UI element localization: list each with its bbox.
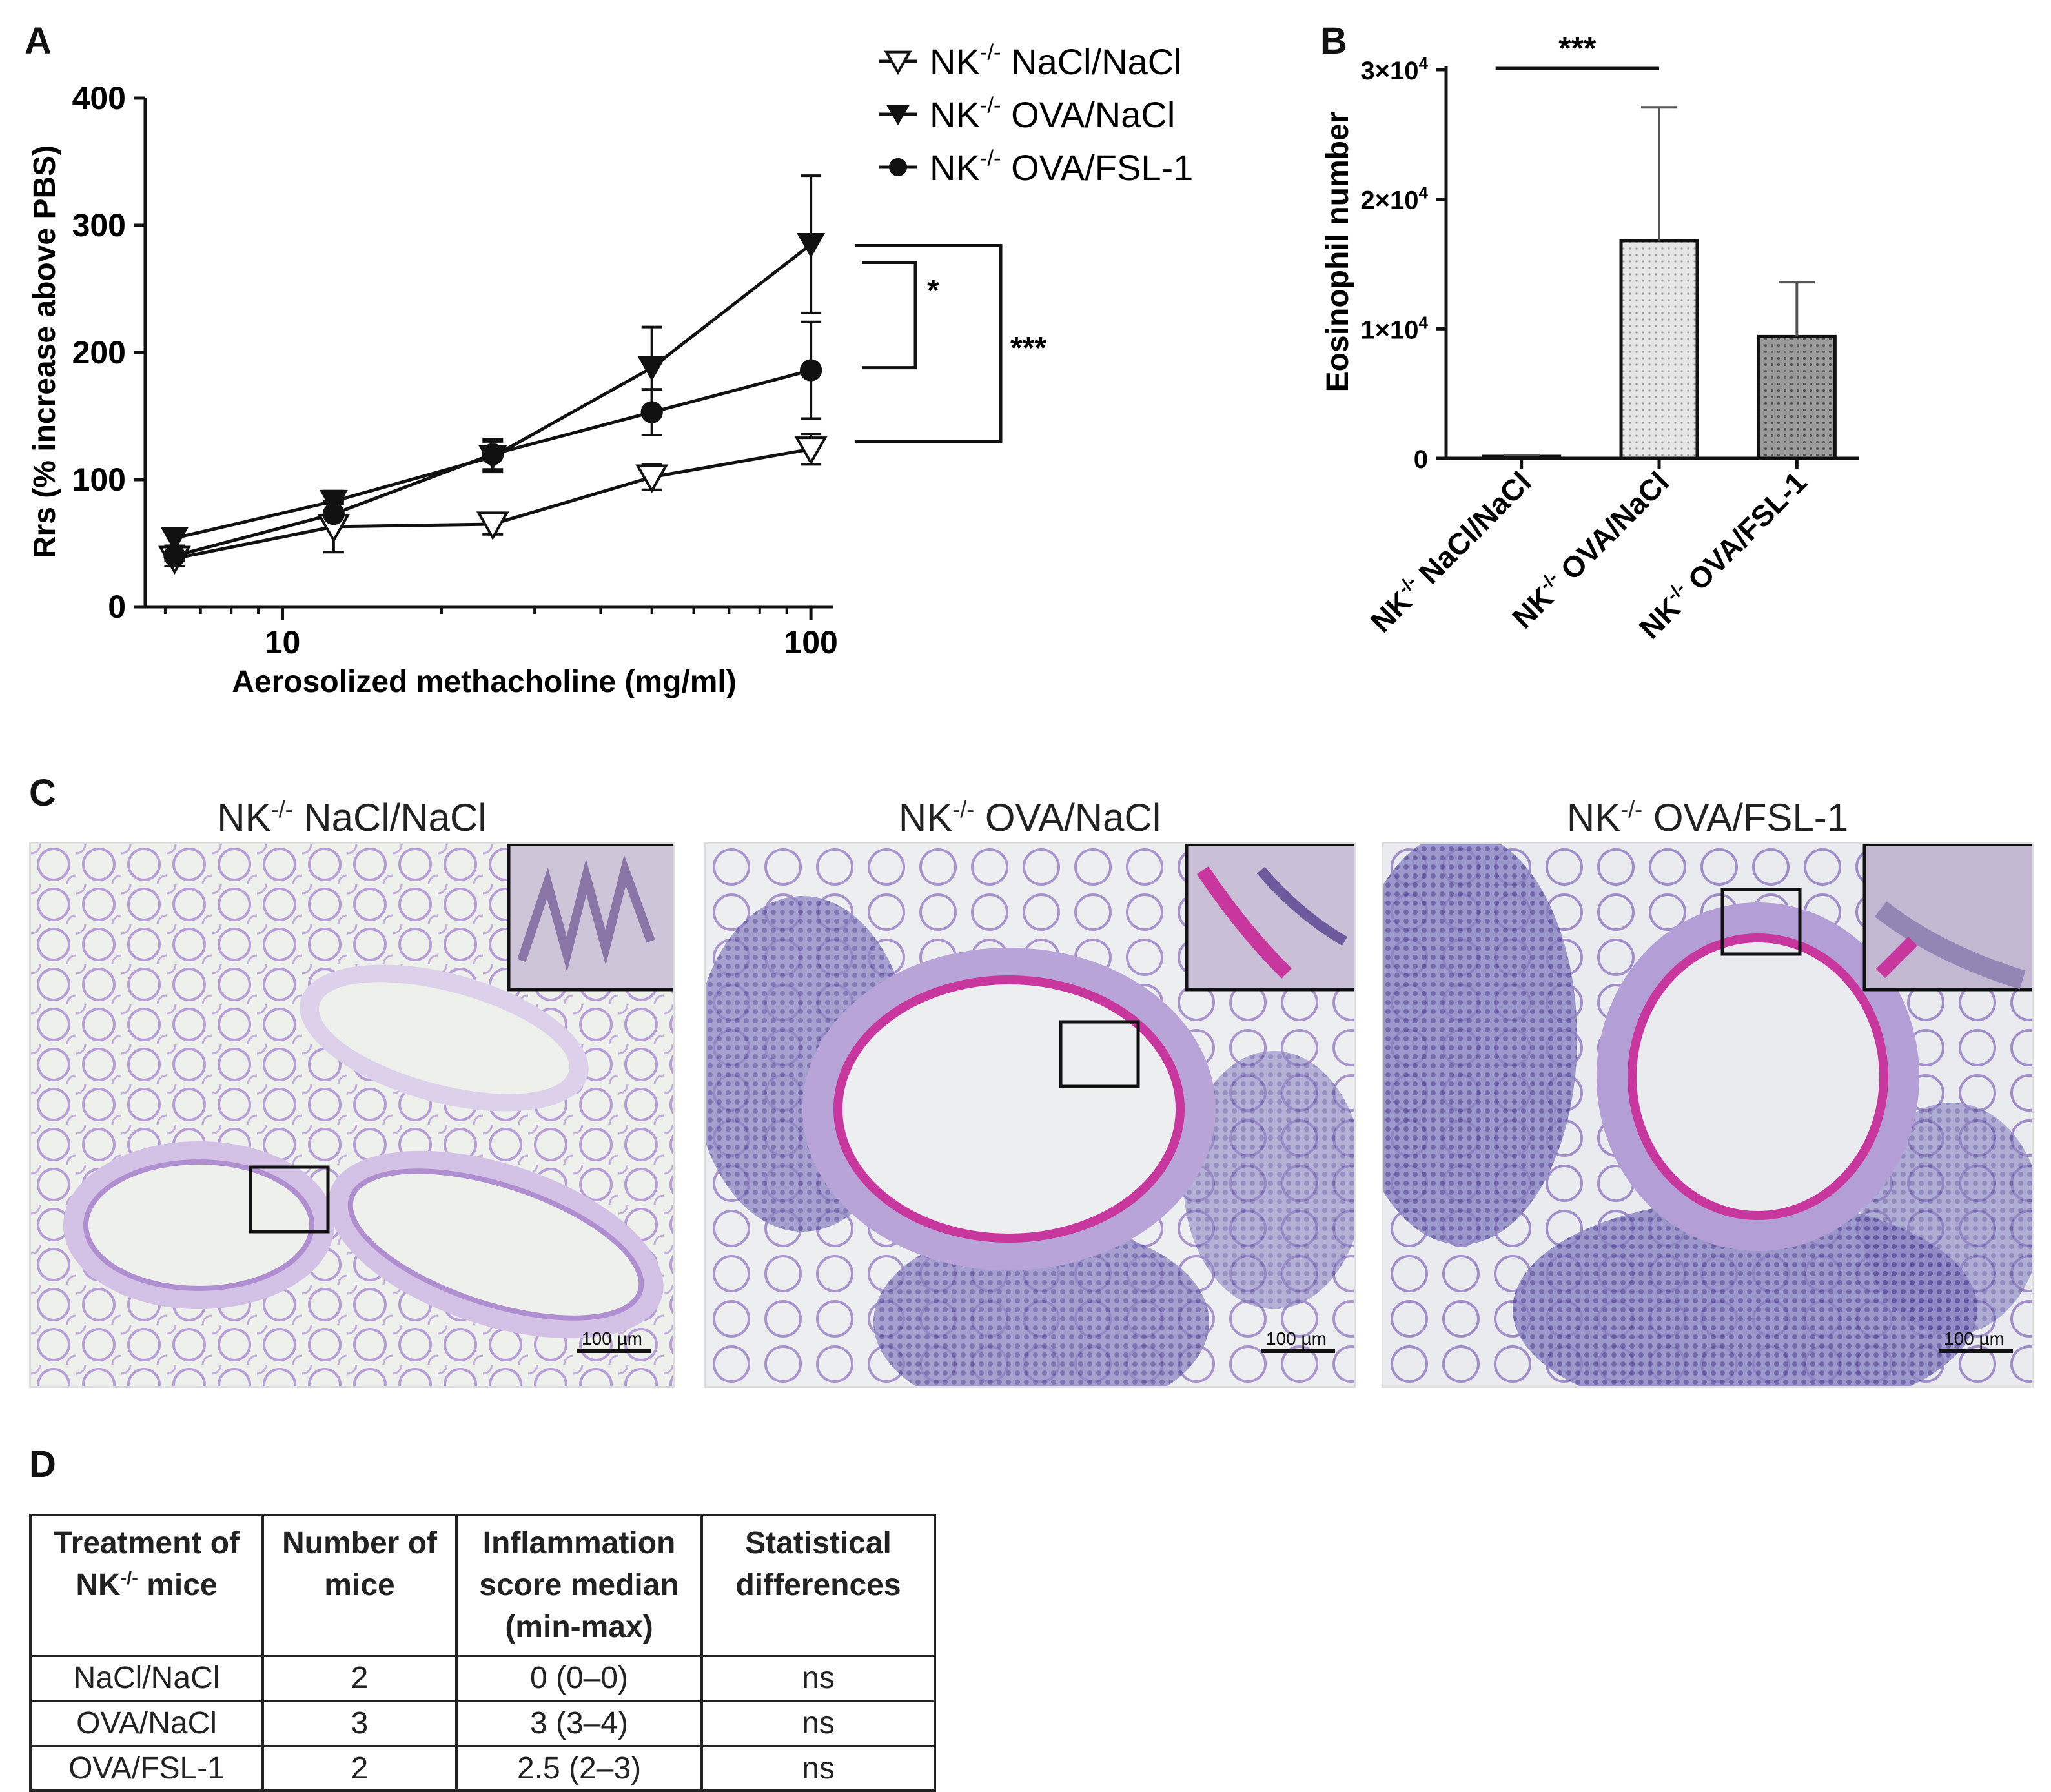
- table-cell: ns: [700, 1699, 936, 1747]
- data-point: [797, 232, 826, 258]
- table-cell: 3 (3–4): [455, 1699, 703, 1747]
- data-point: [637, 356, 666, 382]
- table-row: OVA/FSL-1 2 2.5 (2–3) ns: [29, 1744, 936, 1792]
- table-cell: OVA/NaCl: [29, 1699, 264, 1747]
- y-tick-label: 0: [108, 589, 126, 625]
- chart-b-error-bars: [1503, 106, 1815, 469]
- y-tick-label: 0: [1414, 445, 1428, 474]
- table-cell: OVA/FSL-1: [29, 1744, 264, 1792]
- data-point: [884, 50, 912, 76]
- histology-image-ova-fsl1: 100 µm: [1382, 842, 2034, 1388]
- panel-letter-b: B: [1320, 20, 1347, 62]
- legend-entry: NK-/- OVA/NaCl: [930, 94, 1175, 135]
- y-tick-label: 400: [72, 80, 126, 116]
- data-point: [160, 527, 189, 552]
- data-point: [322, 503, 345, 525]
- y-tick-label: 2×104: [1360, 183, 1428, 215]
- data-point: [476, 511, 509, 540]
- bar-1: [1619, 239, 1699, 460]
- legend-entry: NK-/- NaCl/NaCl: [930, 41, 1182, 82]
- table-cell: 2: [261, 1744, 458, 1792]
- chart-a-error-bars: [164, 174, 822, 567]
- data-point: [482, 443, 504, 465]
- table-header-row: Treatment of NK-/- mice Number of mice I…: [29, 1513, 936, 1658]
- table-row: OVA/NaCl 3 3 (3–4) ns: [29, 1699, 936, 1747]
- chart-a-legend: NK-/- NaCl/NaCl NK-/- OVA/NaCl NK-/- OVA/F…: [879, 41, 1193, 188]
- table-cell: NaCl/NaCl: [29, 1655, 264, 1702]
- data-point: [886, 105, 910, 126]
- table-row: NaCl/NaCl 2 0 (0–0) ns: [29, 1655, 936, 1702]
- inflammation-score-table: Treatment of NK-/- mice Number of mice I…: [29, 1513, 936, 1792]
- chart-b-bars: [1482, 239, 1837, 460]
- scale-bar-label-2: 100 µm: [1266, 1329, 1327, 1349]
- table-cell: 2.5 (2–3): [455, 1744, 703, 1792]
- data-point: [163, 545, 186, 567]
- chart-a-series-lines: [174, 243, 812, 560]
- x-tick-label: 10: [265, 624, 301, 660]
- bar-2: [1757, 334, 1837, 460]
- panel-letter-a: A: [25, 20, 52, 62]
- panel-letter-c: C: [29, 772, 56, 814]
- significance-label: ***: [1010, 331, 1046, 365]
- table-cell: ns: [700, 1655, 936, 1702]
- data-point: [888, 158, 908, 177]
- eosinophil-bar-chart: 0 1×104 2×104 3×104 *** NK-/- NaCl/NaClNK-/…: [1321, 30, 1859, 646]
- header-treatment: Treatment of NK-/- mice: [29, 1513, 264, 1658]
- chart-b-ticks: 0 1×104 2×104 3×104: [1360, 54, 1446, 474]
- header-inflammation-score: Inflammation score median (min-max): [455, 1513, 703, 1658]
- scale-bar-label-3: 100 µm: [1944, 1329, 2005, 1349]
- data-point: [635, 464, 669, 493]
- histology-title-3: NK-/- OVA/FSL-1: [1566, 796, 1849, 839]
- histology-title-1: NK-/- NaCl/NaCl: [217, 796, 487, 839]
- legend-entry: NK-/- OVA/FSL-1: [930, 147, 1193, 188]
- histology-image-nacl-nacl: 100 µm: [29, 842, 675, 1388]
- x-tick-label: 100: [784, 624, 837, 660]
- histology-title-2: NK-/- OVA/NaCl: [898, 796, 1161, 839]
- significance-label: *: [927, 274, 939, 308]
- y-tick-label: 1×104: [1360, 312, 1428, 344]
- y-tick-label: 300: [72, 207, 126, 243]
- table-cell: ns: [700, 1744, 936, 1792]
- data-point: [799, 359, 822, 382]
- header-number-of-mice: Number of mice: [261, 1513, 458, 1658]
- chart-a-markers: [158, 232, 828, 575]
- data-point: [794, 436, 828, 465]
- chart-a-x-axis-label: Aerosolized methacholine (mg/ml): [232, 665, 736, 699]
- chart-b-y-axis-label: Eosinophil number: [1321, 112, 1355, 392]
- data-point: [319, 489, 348, 515]
- significance-bracket-outer: [855, 244, 1003, 443]
- significance-label: ***: [1558, 30, 1597, 66]
- chart-b-significance: ***: [1495, 30, 1659, 70]
- bar-0: [1482, 454, 1562, 460]
- scale-bar-label-1: 100 µm: [582, 1329, 642, 1349]
- table-cell: 3: [261, 1699, 458, 1747]
- y-tick-label: 3×104: [1360, 54, 1428, 85]
- y-tick-label: 200: [72, 334, 126, 371]
- y-tick-label: 100: [72, 462, 126, 498]
- series-line-1: [174, 243, 812, 540]
- panel-letter-d: D: [29, 1443, 56, 1485]
- table-cell: 2: [261, 1655, 458, 1702]
- significance-bracket-inner: [862, 261, 917, 370]
- chart-a-significance: ****: [855, 244, 1046, 443]
- histology-image-ova-nacl: 100 µm: [704, 842, 1356, 1388]
- chart-a-ticks: 0 100 200 300 400 10 100: [72, 80, 838, 660]
- data-point: [640, 401, 663, 423]
- table-cell: 0 (0–0): [455, 1655, 703, 1702]
- chart-a-y-axis-label: Rrs (% increase above PBS): [28, 145, 62, 558]
- header-statistical-differences: Statistical differences: [700, 1513, 936, 1658]
